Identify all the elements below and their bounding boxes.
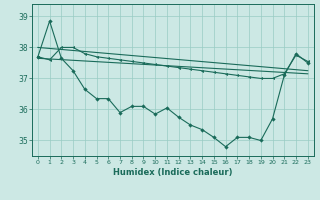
X-axis label: Humidex (Indice chaleur): Humidex (Indice chaleur) bbox=[113, 168, 233, 177]
